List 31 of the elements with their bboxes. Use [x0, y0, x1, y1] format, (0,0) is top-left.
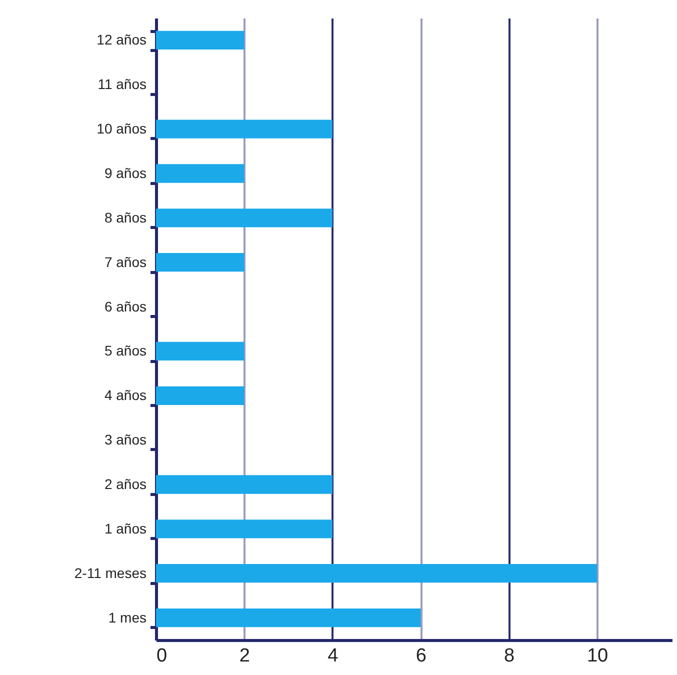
- bar: [156, 120, 332, 138]
- y-tick-label: 1 mes: [108, 609, 146, 626]
- y-tick-label: 9 años: [104, 165, 146, 181]
- bar: [156, 164, 244, 183]
- bar: [156, 520, 332, 538]
- bar: [156, 30, 244, 50]
- y-tick-label: 2-11 meses: [74, 564, 146, 581]
- bar: [156, 608, 421, 628]
- y-tick-label: 11 años: [98, 76, 146, 92]
- y-tick-label: 4 años: [104, 387, 146, 404]
- x-tick-label: 2: [239, 646, 250, 666]
- y-tick-label: 5 años: [104, 342, 146, 359]
- bar: [156, 564, 598, 583]
- x-tick-label: 8: [504, 646, 515, 666]
- bar: [156, 342, 244, 361]
- bar: [156, 253, 244, 272]
- x-tick-label: 0: [156, 646, 168, 666]
- bar: [156, 475, 332, 494]
- y-tick-label: 3 años: [104, 432, 146, 448]
- x-tick-label: 10: [586, 646, 608, 666]
- y-tick-label: 6 años: [104, 298, 146, 314]
- y-tick-label: 1 años: [104, 520, 146, 536]
- y-tick-label: 10 años: [96, 120, 146, 137]
- y-tick-label: 12 años: [96, 32, 146, 48]
- x-tick-label: 4: [328, 646, 339, 666]
- bar: [156, 208, 332, 228]
- bar: [156, 386, 244, 405]
- x-tick-label: 6: [416, 646, 426, 666]
- y-tick-label: 2 años: [104, 476, 146, 492]
- y-tick-label: 8 años: [104, 209, 146, 226]
- y-tick-label: 7 años: [104, 254, 146, 270]
